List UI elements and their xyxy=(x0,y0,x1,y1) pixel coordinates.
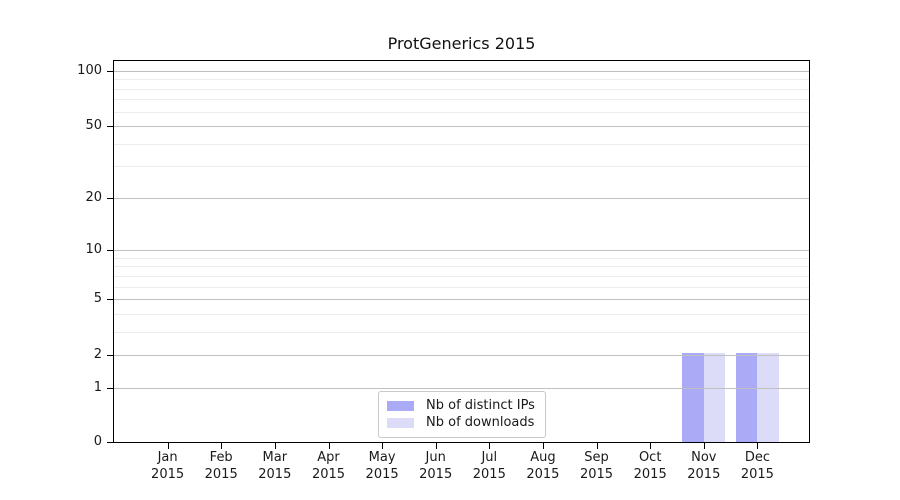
gridline-major xyxy=(114,126,809,127)
x-tick-year: 2015 xyxy=(740,466,774,482)
y-tick-label: 5 xyxy=(93,291,102,307)
x-tick-year: 2015 xyxy=(258,466,292,482)
x-tick-year: 2015 xyxy=(687,466,721,482)
gridline-minor xyxy=(114,88,809,90)
x-tick-year: 2015 xyxy=(633,466,667,482)
x-tick-label: Mar 2015 xyxy=(243,450,307,483)
y-tick xyxy=(107,442,113,443)
x-tick-year: 2015 xyxy=(365,466,399,482)
x-tick xyxy=(542,443,544,449)
y-tick-label: 2 xyxy=(93,347,102,363)
gridline-minor xyxy=(114,257,809,259)
legend-label: Nb of distinct IPs xyxy=(426,398,535,413)
y-tick xyxy=(107,250,113,252)
x-tick-year: 2015 xyxy=(579,466,614,482)
x-tick-month: Feb xyxy=(209,450,233,465)
x-tick-label: Jun 2015 xyxy=(404,450,468,483)
gridline-minor xyxy=(114,266,809,268)
legend-swatch-nb-of-distinct-ips xyxy=(387,400,414,411)
gridline-minor xyxy=(114,99,809,101)
x-tick xyxy=(489,443,491,449)
gridline-major xyxy=(114,70,809,72)
legend-label: Nb of downloads xyxy=(426,415,535,430)
x-tick-month: Mar xyxy=(262,450,288,465)
legend-entry: Nb of downloads xyxy=(387,414,535,431)
gridline-minor xyxy=(114,275,809,277)
gridline-minor xyxy=(114,79,809,81)
x-tick-year: 2015 xyxy=(204,466,238,482)
chart-title: ProtGenerics 2015 xyxy=(387,34,536,53)
gridline-minor xyxy=(114,166,809,168)
x-tick-label: May 2015 xyxy=(350,450,414,483)
x-tick-year: 2015 xyxy=(151,466,185,482)
gridline-minor xyxy=(114,286,809,288)
legend-entry: Nb of distinct IPs xyxy=(387,397,535,414)
gridline-minor xyxy=(114,111,809,113)
y-tick xyxy=(107,70,113,72)
plot-area xyxy=(113,60,810,443)
x-tick-label: Oct 2015 xyxy=(618,450,682,483)
x-tick xyxy=(757,443,759,449)
y-tick xyxy=(107,299,113,301)
gridline-major xyxy=(114,387,809,389)
bar-nb-of-downloads xyxy=(757,353,779,442)
y-tick xyxy=(107,197,113,199)
x-tick-month: Jun xyxy=(425,450,446,465)
gridline-major xyxy=(114,250,809,252)
gridline-minor xyxy=(114,143,809,145)
x-tick-month: Aug xyxy=(530,450,556,465)
gridline-major xyxy=(114,299,809,301)
y-tick-label: 20 xyxy=(85,189,102,205)
x-tick xyxy=(328,443,330,449)
legend: Nb of distinct IPs Nb of downloads xyxy=(378,391,546,438)
x-tick-month: Apr xyxy=(317,450,340,465)
x-tick-label: Apr 2015 xyxy=(297,450,361,483)
x-tick-month: Oct xyxy=(638,450,662,465)
x-tick-year: 2015 xyxy=(419,466,453,482)
x-tick-month: Nov xyxy=(691,450,717,465)
x-tick-label: Jan 2015 xyxy=(136,450,200,483)
y-tick-label: 1 xyxy=(93,379,102,395)
y-tick xyxy=(107,126,113,127)
x-tick xyxy=(703,443,705,449)
x-tick-label: Sep 2015 xyxy=(565,450,629,483)
gridline-minor xyxy=(114,313,809,315)
bar-nb-of-distinct-ips xyxy=(735,353,758,442)
gridline-major xyxy=(114,197,809,199)
y-tick-label: 0 xyxy=(93,434,102,449)
bar-nb-of-distinct-ips xyxy=(682,353,704,442)
x-tick xyxy=(274,443,276,449)
x-tick-year: 2015 xyxy=(311,466,346,482)
gridline-minor xyxy=(114,331,809,333)
x-tick-label: Jul 2015 xyxy=(457,450,521,483)
x-tick-month: Jul xyxy=(481,450,498,465)
y-tick xyxy=(107,387,113,389)
y-tick-label: 100 xyxy=(77,62,102,78)
y-tick-label: 10 xyxy=(85,242,102,258)
y-tick-label: 50 xyxy=(85,118,102,133)
x-tick-year: 2015 xyxy=(526,466,560,482)
x-tick xyxy=(650,443,652,449)
x-tick xyxy=(596,443,598,449)
x-tick-label: Dec 2015 xyxy=(725,450,789,483)
bar-nb-of-downloads xyxy=(703,353,726,442)
x-tick-month: May xyxy=(368,450,396,465)
x-tick-year: 2015 xyxy=(472,466,506,482)
x-tick-month: Dec xyxy=(744,450,770,465)
legend-swatch-nb-of-downloads xyxy=(387,417,414,428)
x-tick xyxy=(382,443,384,449)
x-tick xyxy=(167,443,169,449)
x-tick xyxy=(221,443,223,449)
x-tick-month: Jan xyxy=(157,450,178,465)
x-tick xyxy=(435,443,437,449)
x-tick-month: Sep xyxy=(584,450,609,465)
x-tick-label: Feb 2015 xyxy=(189,450,253,483)
y-tick xyxy=(107,355,113,357)
x-tick-label: Nov 2015 xyxy=(672,450,736,483)
gridline-major xyxy=(114,355,809,357)
x-tick-label: Aug 2015 xyxy=(511,450,575,483)
